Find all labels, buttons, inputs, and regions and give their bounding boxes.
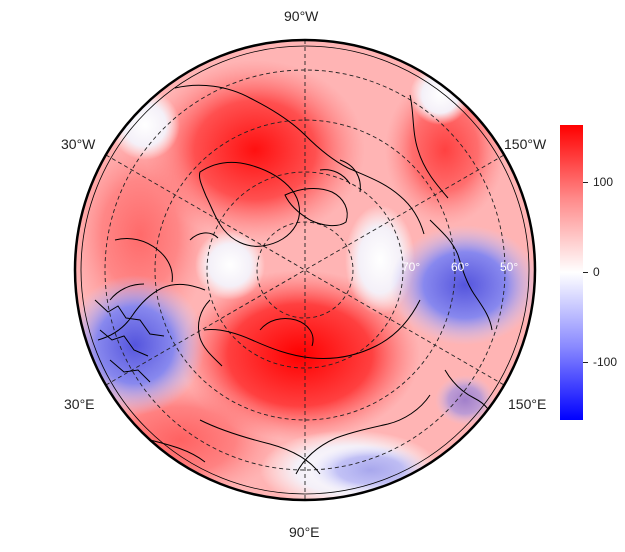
colorbar-tick-label-minus-100: -100 [593,355,618,369]
coastlines [94,84,495,475]
colorbar-tick-mark-minus-100 [583,362,588,363]
lon-label-bottom: 90°E [289,524,320,540]
lon-label-top: 90°W [284,8,319,24]
colorbar-tick-mark-0 [583,272,588,273]
lon-label-lower-left: 30°E [64,396,95,412]
lon-label-upper-right: 150°W [504,136,547,152]
colorbar-tick-label-100: 100 [593,175,614,189]
colorbar [560,125,583,420]
lat-label-50: 50° [500,260,519,274]
colorbar-tick-mark-100 [583,182,588,183]
latitude-circles [104,40,506,500]
colorbar-tick-label-0: 0 [593,265,600,279]
lat-label-70: 70° [402,260,421,274]
lon-label-upper-left: 30°W [61,136,96,152]
lon-label-lower-right: 150°E [508,396,547,412]
lat-label-60: 60° [451,260,470,274]
